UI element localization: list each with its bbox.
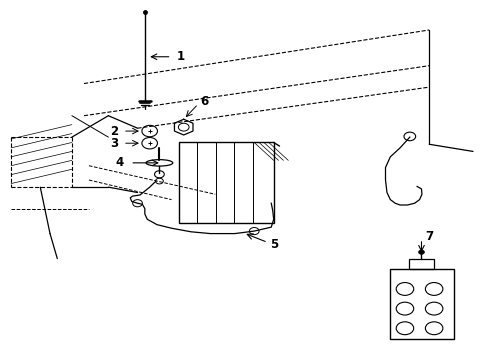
Text: 4: 4	[116, 156, 123, 169]
Text: 3: 3	[110, 137, 118, 150]
Bar	[408, 258, 433, 269]
Text: 7: 7	[425, 230, 433, 243]
Circle shape	[249, 228, 259, 235]
Bar	[389, 269, 453, 339]
Text: 1: 1	[176, 50, 184, 63]
Text: 5: 5	[269, 238, 278, 251]
Circle shape	[403, 132, 415, 141]
Circle shape	[132, 200, 142, 207]
Text: 2: 2	[110, 125, 118, 138]
Text: 6: 6	[201, 95, 208, 108]
Circle shape	[418, 250, 424, 254]
Bar	[179, 143, 273, 223]
